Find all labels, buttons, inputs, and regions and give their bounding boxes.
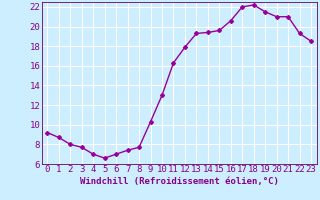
X-axis label: Windchill (Refroidissement éolien,°C): Windchill (Refroidissement éolien,°C) <box>80 177 279 186</box>
